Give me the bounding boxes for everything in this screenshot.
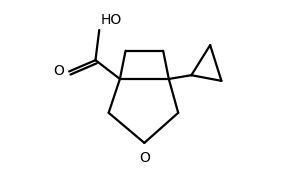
Text: O: O: [54, 64, 64, 78]
Text: HO: HO: [101, 13, 122, 27]
Text: O: O: [139, 151, 150, 165]
